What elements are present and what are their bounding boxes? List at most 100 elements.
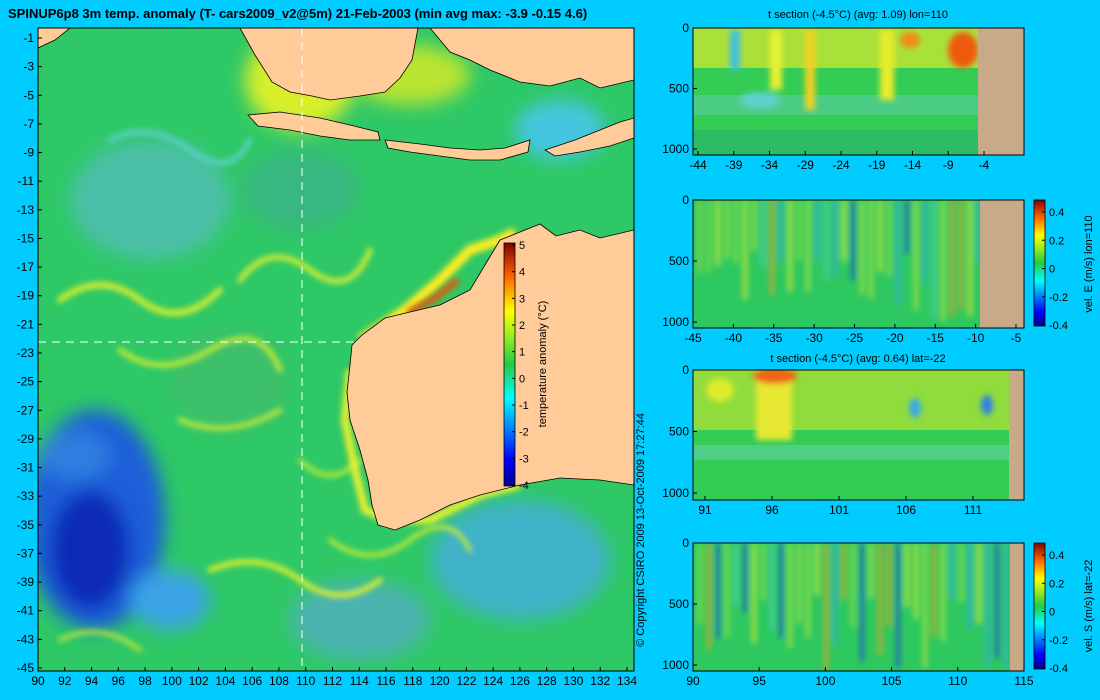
map-colorbar-label: temperature anomaly (°C) xyxy=(537,301,549,428)
panel2-colorbar-label: vel. E (m/s) lon=110 xyxy=(1083,215,1095,312)
map-y-tick-label: -3 xyxy=(23,60,34,74)
panel1-x-tick-label: -39 xyxy=(725,158,743,172)
panel4-y-tick-label: 1000 xyxy=(662,658,689,672)
panel1-title: t section (-4.5°C) (avg: 1.09) lon=110 xyxy=(768,9,948,21)
velocity-stripe xyxy=(797,200,801,260)
panel2-x-tick-label: -25 xyxy=(846,331,864,345)
map-x-tick-label: 130 xyxy=(563,674,583,688)
panel4-colorbar-ticks: 0.4 0.2 0 -0.2 -0.4 xyxy=(1042,550,1068,675)
map-y-tick-label: -15 xyxy=(17,231,35,245)
velocity-stripe xyxy=(851,200,855,281)
panel2-colorbar-tick-label: -0.2 xyxy=(1049,292,1068,304)
panel2-colorbar-tick-label: -0.4 xyxy=(1049,320,1068,332)
map-x-tick-label: 128 xyxy=(537,674,557,688)
panel1-x-tick-label: -44 xyxy=(689,158,707,172)
velocity-stripe xyxy=(914,543,918,619)
panel2-x-tick-label: -20 xyxy=(886,331,904,345)
map-y-tick-label: -21 xyxy=(17,317,35,331)
map-y-tick-label: -9 xyxy=(23,146,34,160)
panel1-seafloor xyxy=(978,28,1024,155)
velocity-stripe xyxy=(824,200,828,281)
velocity-stripe xyxy=(788,543,792,649)
velocity-stripe xyxy=(842,200,846,262)
velocity-stripe xyxy=(752,543,756,644)
map-x-tick-label: 96 xyxy=(112,674,126,688)
panel3-y-tick-label: 1000 xyxy=(662,486,689,500)
panel4-x-tick-label: 100 xyxy=(815,674,835,688)
velocity-stripe xyxy=(959,200,963,310)
velocity-stripe xyxy=(968,200,972,317)
panel4-x-tick-label: 115 xyxy=(1014,674,1033,688)
map-y-tick-label: -1 xyxy=(23,31,34,45)
panel1-x-tick-label: -9 xyxy=(943,158,954,172)
panel3-x-tick-label: 111 xyxy=(964,503,983,517)
map-y-tick-label: -27 xyxy=(17,403,35,417)
velocity-stripe xyxy=(761,200,765,269)
panel1-x-tick-label: -14 xyxy=(904,158,922,172)
panel2-x-tick-label: -15 xyxy=(927,331,945,345)
map-x-tick-label: 134 xyxy=(617,674,637,688)
velocity-stripe xyxy=(725,200,729,259)
velocity-stripe xyxy=(959,543,963,603)
velocity-stripe xyxy=(743,200,747,300)
velocity-stripe xyxy=(941,200,945,321)
panel3-x-tick-label: 91 xyxy=(698,503,712,517)
map-colorbar-tick-label: -1 xyxy=(519,400,529,412)
velocity-stripe xyxy=(788,200,792,292)
velocity-stripe xyxy=(833,200,837,276)
map-x-tick-label: 132 xyxy=(590,674,610,688)
velocity-stripe xyxy=(914,200,918,311)
velocity-stripe xyxy=(968,543,972,629)
map-y-tick-label: -7 xyxy=(23,117,34,131)
velocity-stripe xyxy=(923,200,927,283)
map-x-tick-label: 110 xyxy=(296,674,315,688)
panel4-plot xyxy=(693,543,1024,671)
panel2-x-tick-label: -45 xyxy=(684,331,702,345)
panel1-x-tick-label: -29 xyxy=(797,158,815,172)
panel2-y-axis: 0 500 1000 xyxy=(662,193,697,329)
land-lesser-sunda xyxy=(384,139,531,161)
map-colorbar-tick-label: 5 xyxy=(519,240,525,252)
panel2-x-tick-label: -40 xyxy=(725,331,743,345)
velocity-stripe xyxy=(905,200,909,254)
figure-title: SPINUP6p8 3m temp. anomaly (T- cars2009_… xyxy=(8,6,587,21)
velocity-stripe xyxy=(842,543,846,600)
panel1-y-tick-label: 1000 xyxy=(662,142,689,156)
panel3-x-tick-label: 106 xyxy=(896,503,916,517)
map-colorbar-tick-label: -3 xyxy=(519,453,529,465)
land-sumatra-borneo xyxy=(165,28,419,101)
panel3-y-tick-label: 0 xyxy=(682,363,689,377)
map-y-tick-label: -17 xyxy=(17,260,35,274)
map-y-tick-label: -35 xyxy=(17,518,35,532)
panel3-x-tick-label: 96 xyxy=(765,503,779,517)
map-x-tick-label: 102 xyxy=(189,674,209,688)
panel4-colorbar-tick-label: -0.4 xyxy=(1049,663,1068,675)
map-y-tick-label: -5 xyxy=(23,88,34,102)
panel2-colorbar-tick-label: 0 xyxy=(1049,264,1055,276)
map-x-tick-label: 116 xyxy=(376,674,395,688)
panel4-colorbar-tick-label: -0.2 xyxy=(1049,635,1068,647)
velocity-stripe xyxy=(743,543,747,613)
panel2-y-tick-label: 1000 xyxy=(662,315,689,329)
velocity-stripe xyxy=(896,200,900,305)
map-y-tick-label: -39 xyxy=(17,575,35,589)
map-colorbar-tick-label: 2 xyxy=(519,320,525,332)
map-y-axis: -1 -3 -5 -7 -9 -11 -13 -15 -17 -19 -21 -23 -25 -27 -29… xyxy=(17,31,42,675)
velocity-stripe xyxy=(824,543,828,671)
map-y-tick-label: -41 xyxy=(17,604,35,618)
velocity-stripe xyxy=(860,200,864,295)
panel4-seafloor xyxy=(1010,543,1024,671)
panel3-x-tick-label: 101 xyxy=(829,503,849,517)
panel3-y-axis: 0 500 1000 xyxy=(662,363,697,500)
velocity-stripe xyxy=(797,543,801,624)
panel3-frame xyxy=(692,369,1025,501)
map-x-tick-label: 124 xyxy=(483,674,503,688)
velocity-stripe xyxy=(716,200,720,266)
velocity-stripe xyxy=(923,543,927,668)
panel1-plot xyxy=(693,28,1024,155)
panel2-colorbar: 0.4 0.2 0 -0.2 -0.4 vel. E (m/s) lon=110 xyxy=(1033,199,1095,332)
map-x-tick-label: 118 xyxy=(403,674,422,688)
panel2-x-tick-label: -30 xyxy=(805,331,823,345)
map-y-tick-label: -33 xyxy=(17,489,35,503)
panel2-colorbar-tick-label: 0.2 xyxy=(1049,235,1064,247)
